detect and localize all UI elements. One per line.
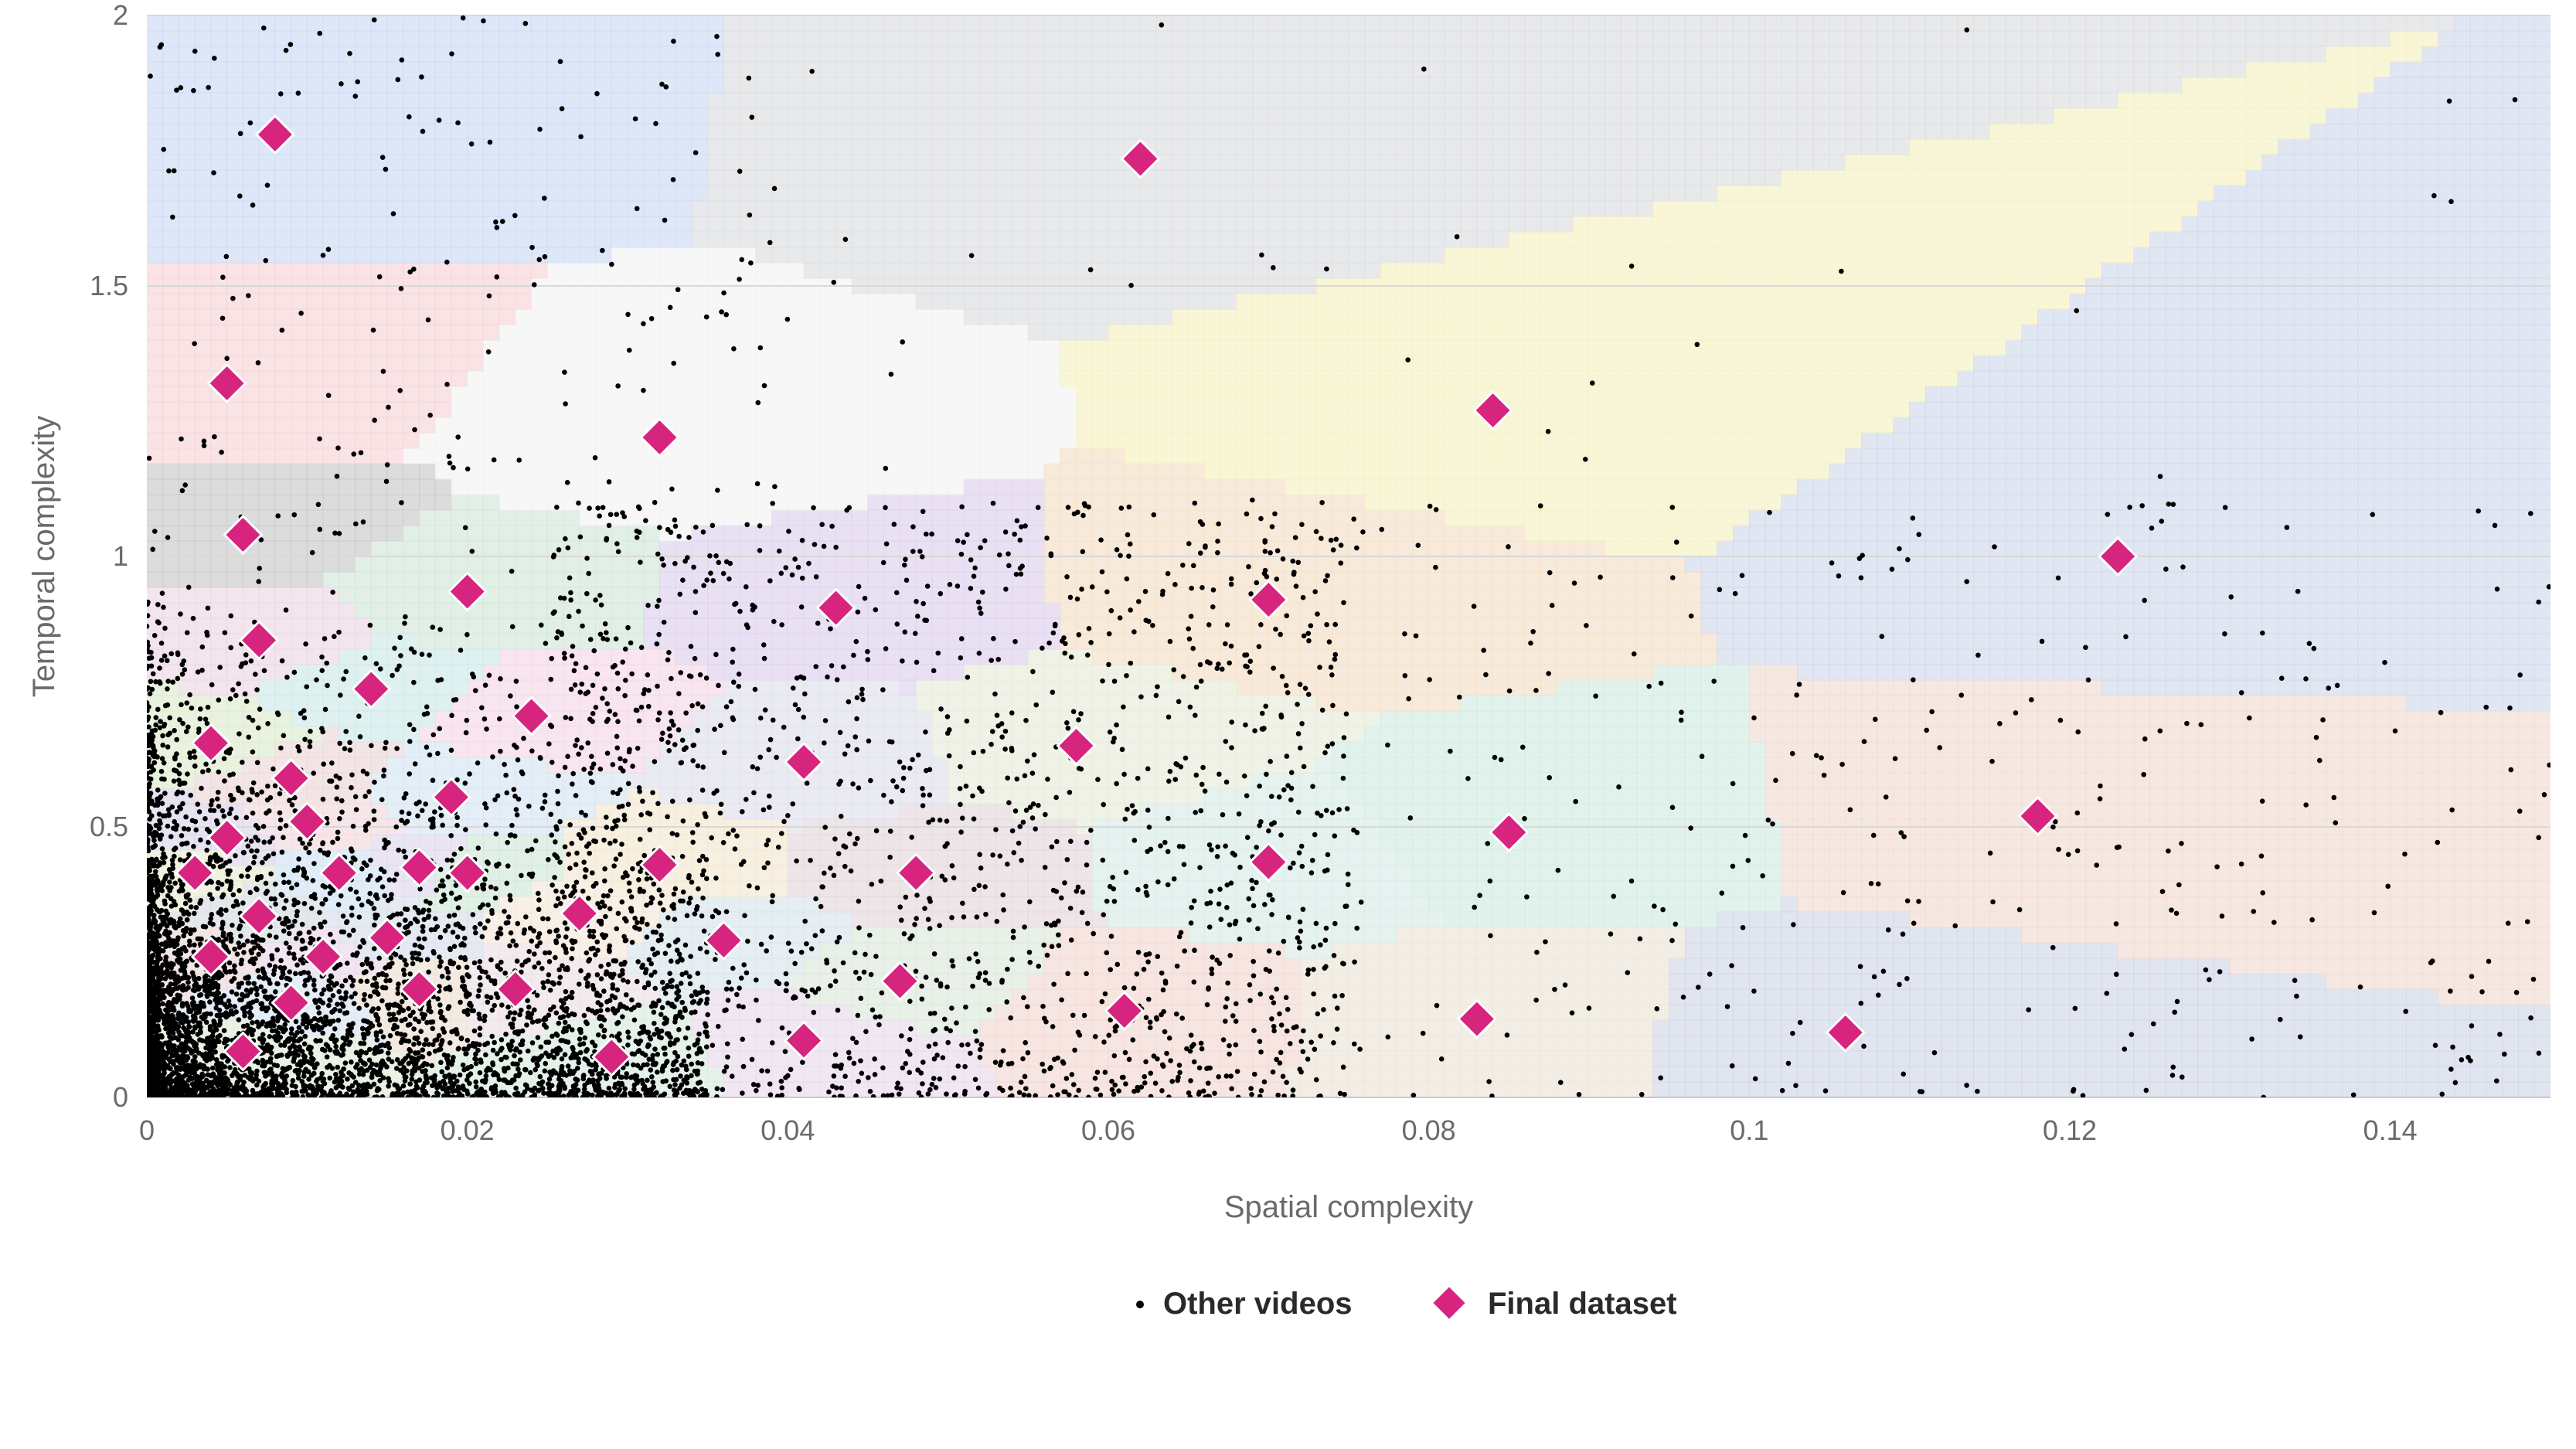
scatter-chart: 00.511.5200.020.040.060.080.10.120.14Spa…	[0, 0, 2576, 1449]
chart-container: { "chart": { "type": "scatter-with-voron…	[0, 0, 2576, 1449]
legend: Other videosFinal dataset	[1136, 1286, 1677, 1321]
